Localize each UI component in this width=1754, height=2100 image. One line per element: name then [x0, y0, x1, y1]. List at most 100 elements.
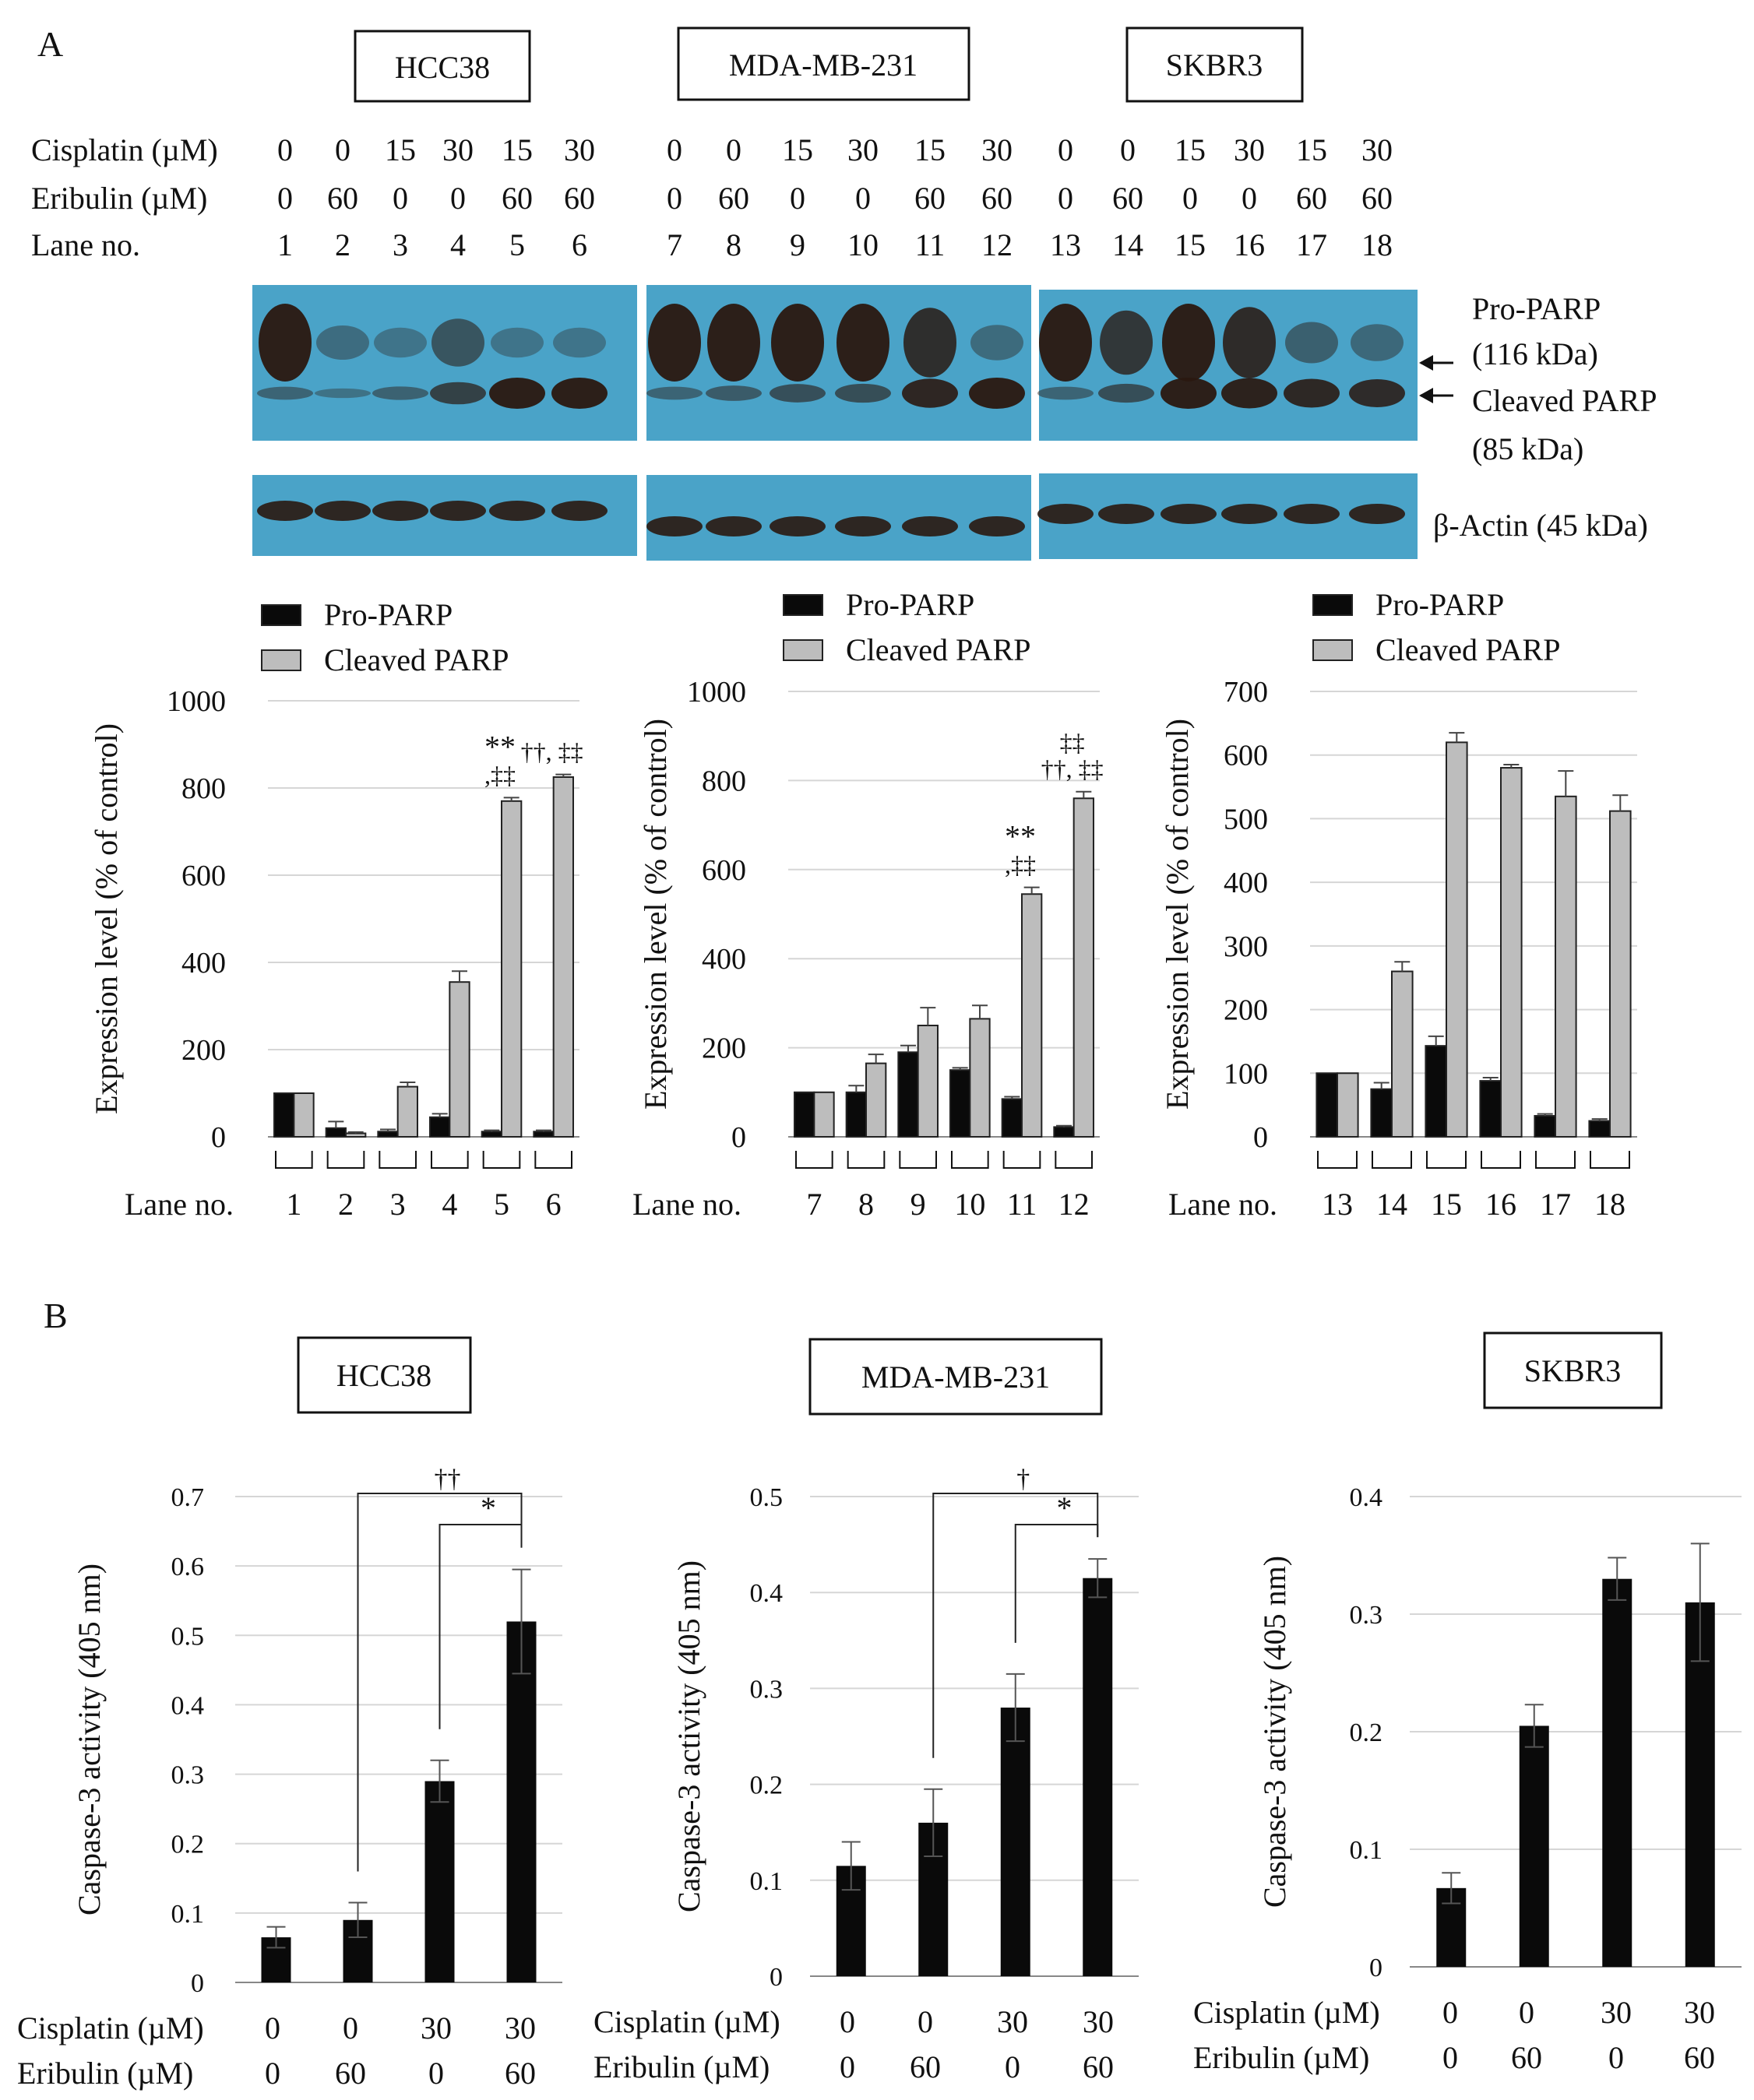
pro-parp-bar: [845, 1091, 867, 1138]
pro-parp-band: [259, 304, 312, 382]
cleaved-parp-bar: [345, 1132, 367, 1138]
cisplatin-row-label: Cisplatin (µM): [593, 2004, 780, 2039]
actin-band: [835, 516, 891, 536]
label-pro-parp-kda: (116 kDa): [1472, 336, 1598, 371]
x-tick-label: 9: [910, 1187, 926, 1222]
eribulin-value: 0: [1182, 181, 1198, 216]
cell-line-name: HCC38: [336, 1358, 431, 1393]
cisplatin-value: 30: [847, 132, 879, 167]
lane-number: 11: [915, 227, 946, 262]
pro-parp-band: [553, 327, 606, 358]
pro-parp-band: [1162, 304, 1215, 382]
caspase-bar: [1602, 1578, 1632, 1967]
cisplatin-value: 15: [914, 132, 946, 167]
cleaved-parp-band: [1161, 378, 1217, 409]
panel-b-box-hcc38: HCC38: [297, 1336, 472, 1414]
cleaved-parp-bar: [293, 1092, 315, 1138]
cell-line-name: MDA-MB-231: [729, 47, 918, 83]
lane-bracket: [1317, 1151, 1358, 1169]
actin-band: [706, 516, 762, 536]
pro-parp-bar: [1588, 1120, 1611, 1138]
caspase-bar: [1685, 1602, 1715, 1967]
cisplatin-row-label: Cisplatin (µM): [31, 132, 218, 167]
cisplatin-value: 0: [277, 132, 293, 167]
pro-parp-band: [1039, 304, 1092, 382]
actin-band: [489, 501, 545, 521]
blot-lane: [1161, 304, 1217, 409]
cleaved-parp-band: [706, 385, 762, 401]
lane-number: 13: [1050, 227, 1081, 262]
eribulin-value: 60: [327, 181, 358, 216]
eribulin-value: 0: [277, 181, 293, 216]
y-tick-label: 0.3: [750, 1675, 784, 1704]
lane-number: 4: [450, 227, 466, 262]
y-tick-label: 400: [1224, 867, 1268, 899]
lane-bracket: [1426, 1151, 1467, 1169]
y-tick-label: 0.5: [750, 1483, 784, 1512]
legend: Pro-PARP Cleaved PARP: [1312, 587, 1560, 667]
blot-mda: [646, 285, 1031, 441]
significance-mark: †: [1016, 1465, 1030, 1493]
y-tick-label: 0.4: [1350, 1483, 1383, 1512]
pro-parp-bar: [1053, 1126, 1075, 1138]
eribulin-value: 0: [667, 181, 682, 216]
cisplatin-value: 30: [1601, 1995, 1632, 2030]
lane-bracket: [1590, 1151, 1630, 1169]
eribulin-value: 0: [855, 181, 871, 216]
lane-number: 6: [572, 227, 587, 262]
cleaved-parp-band: [551, 378, 608, 409]
blot-lane: [1098, 310, 1154, 403]
cisplatin-value: 0: [335, 132, 350, 167]
y-tick-label: 0: [191, 1969, 204, 1998]
cleaved-parp-bar: [1391, 970, 1414, 1138]
pro-parp-bar: [273, 1092, 295, 1138]
legend-swatch-cleaved: [261, 649, 301, 671]
actin-band: [315, 501, 371, 521]
significance-mark: *: [1057, 1490, 1072, 1525]
legend-label-cleaved: Cleaved PARP: [324, 642, 509, 677]
cisplatin-value: 30: [1684, 1995, 1715, 2030]
actin-band: [430, 501, 486, 521]
blot-lane: [315, 325, 371, 399]
caspase-bar: [1519, 1725, 1549, 1967]
arrow-cleaved-parp-icon: [1419, 388, 1453, 403]
caspase-bar: [506, 1621, 537, 1982]
x-tick-label: 2: [338, 1187, 354, 1222]
x-tick-label: 4: [442, 1187, 457, 1222]
significance-bracket: [1014, 1524, 1099, 1643]
y-tick-label: 100: [1224, 1057, 1268, 1090]
blot-lane: [489, 327, 545, 409]
eribulin-value: 60: [564, 181, 595, 216]
lane-number: 2: [335, 227, 350, 262]
cleaved-parp-bar: [501, 800, 523, 1138]
cleaved-parp-bar: [449, 981, 470, 1138]
lane-bracket: [1535, 1151, 1576, 1169]
pro-parp-band: [374, 327, 427, 358]
cisplatin-value: 15: [1175, 132, 1206, 167]
significance-mark: ‡‡: [1060, 729, 1085, 757]
cell-line-name: SKBR3: [1524, 1353, 1622, 1388]
pro-parp-bar: [377, 1131, 399, 1138]
cisplatin-row-label: Cisplatin (µM): [1193, 1995, 1380, 2030]
eribulin-value: 60: [1684, 2040, 1715, 2075]
y-tick-label: 0.1: [750, 1867, 784, 1896]
cisplatin-value: 30: [1361, 132, 1393, 167]
cleaved-parp-bar: [813, 1091, 835, 1138]
legend-label-cleaved: Cleaved PARP: [1375, 632, 1560, 667]
cell-line-name: MDA-MB-231: [861, 1360, 1050, 1395]
label-pro-parp: Pro-PARP: [1472, 291, 1601, 326]
pro-parp-bar: [1534, 1115, 1557, 1138]
legend-label-pro: Pro-PARP: [846, 587, 974, 622]
cisplatin-value: 30: [442, 132, 474, 167]
eribulin-row-label: Eribulin (µM): [31, 181, 207, 216]
parp-chart-hcc38: 0 200 400 600 800 1000 Expression level (% of …: [89, 597, 583, 1222]
cell-line-box-hcc38: HCC38: [354, 30, 531, 103]
x-tick-label: 17: [1540, 1187, 1571, 1222]
lane-number: 15: [1175, 227, 1206, 262]
eribulin-value: 0: [790, 181, 805, 216]
x-tick-label: 18: [1594, 1187, 1625, 1222]
cleaved-parp-bar: [1555, 795, 1577, 1138]
cleaved-parp-band: [372, 386, 428, 400]
cleaved-parp-bar: [969, 1018, 991, 1138]
blot-lane: [706, 304, 762, 401]
